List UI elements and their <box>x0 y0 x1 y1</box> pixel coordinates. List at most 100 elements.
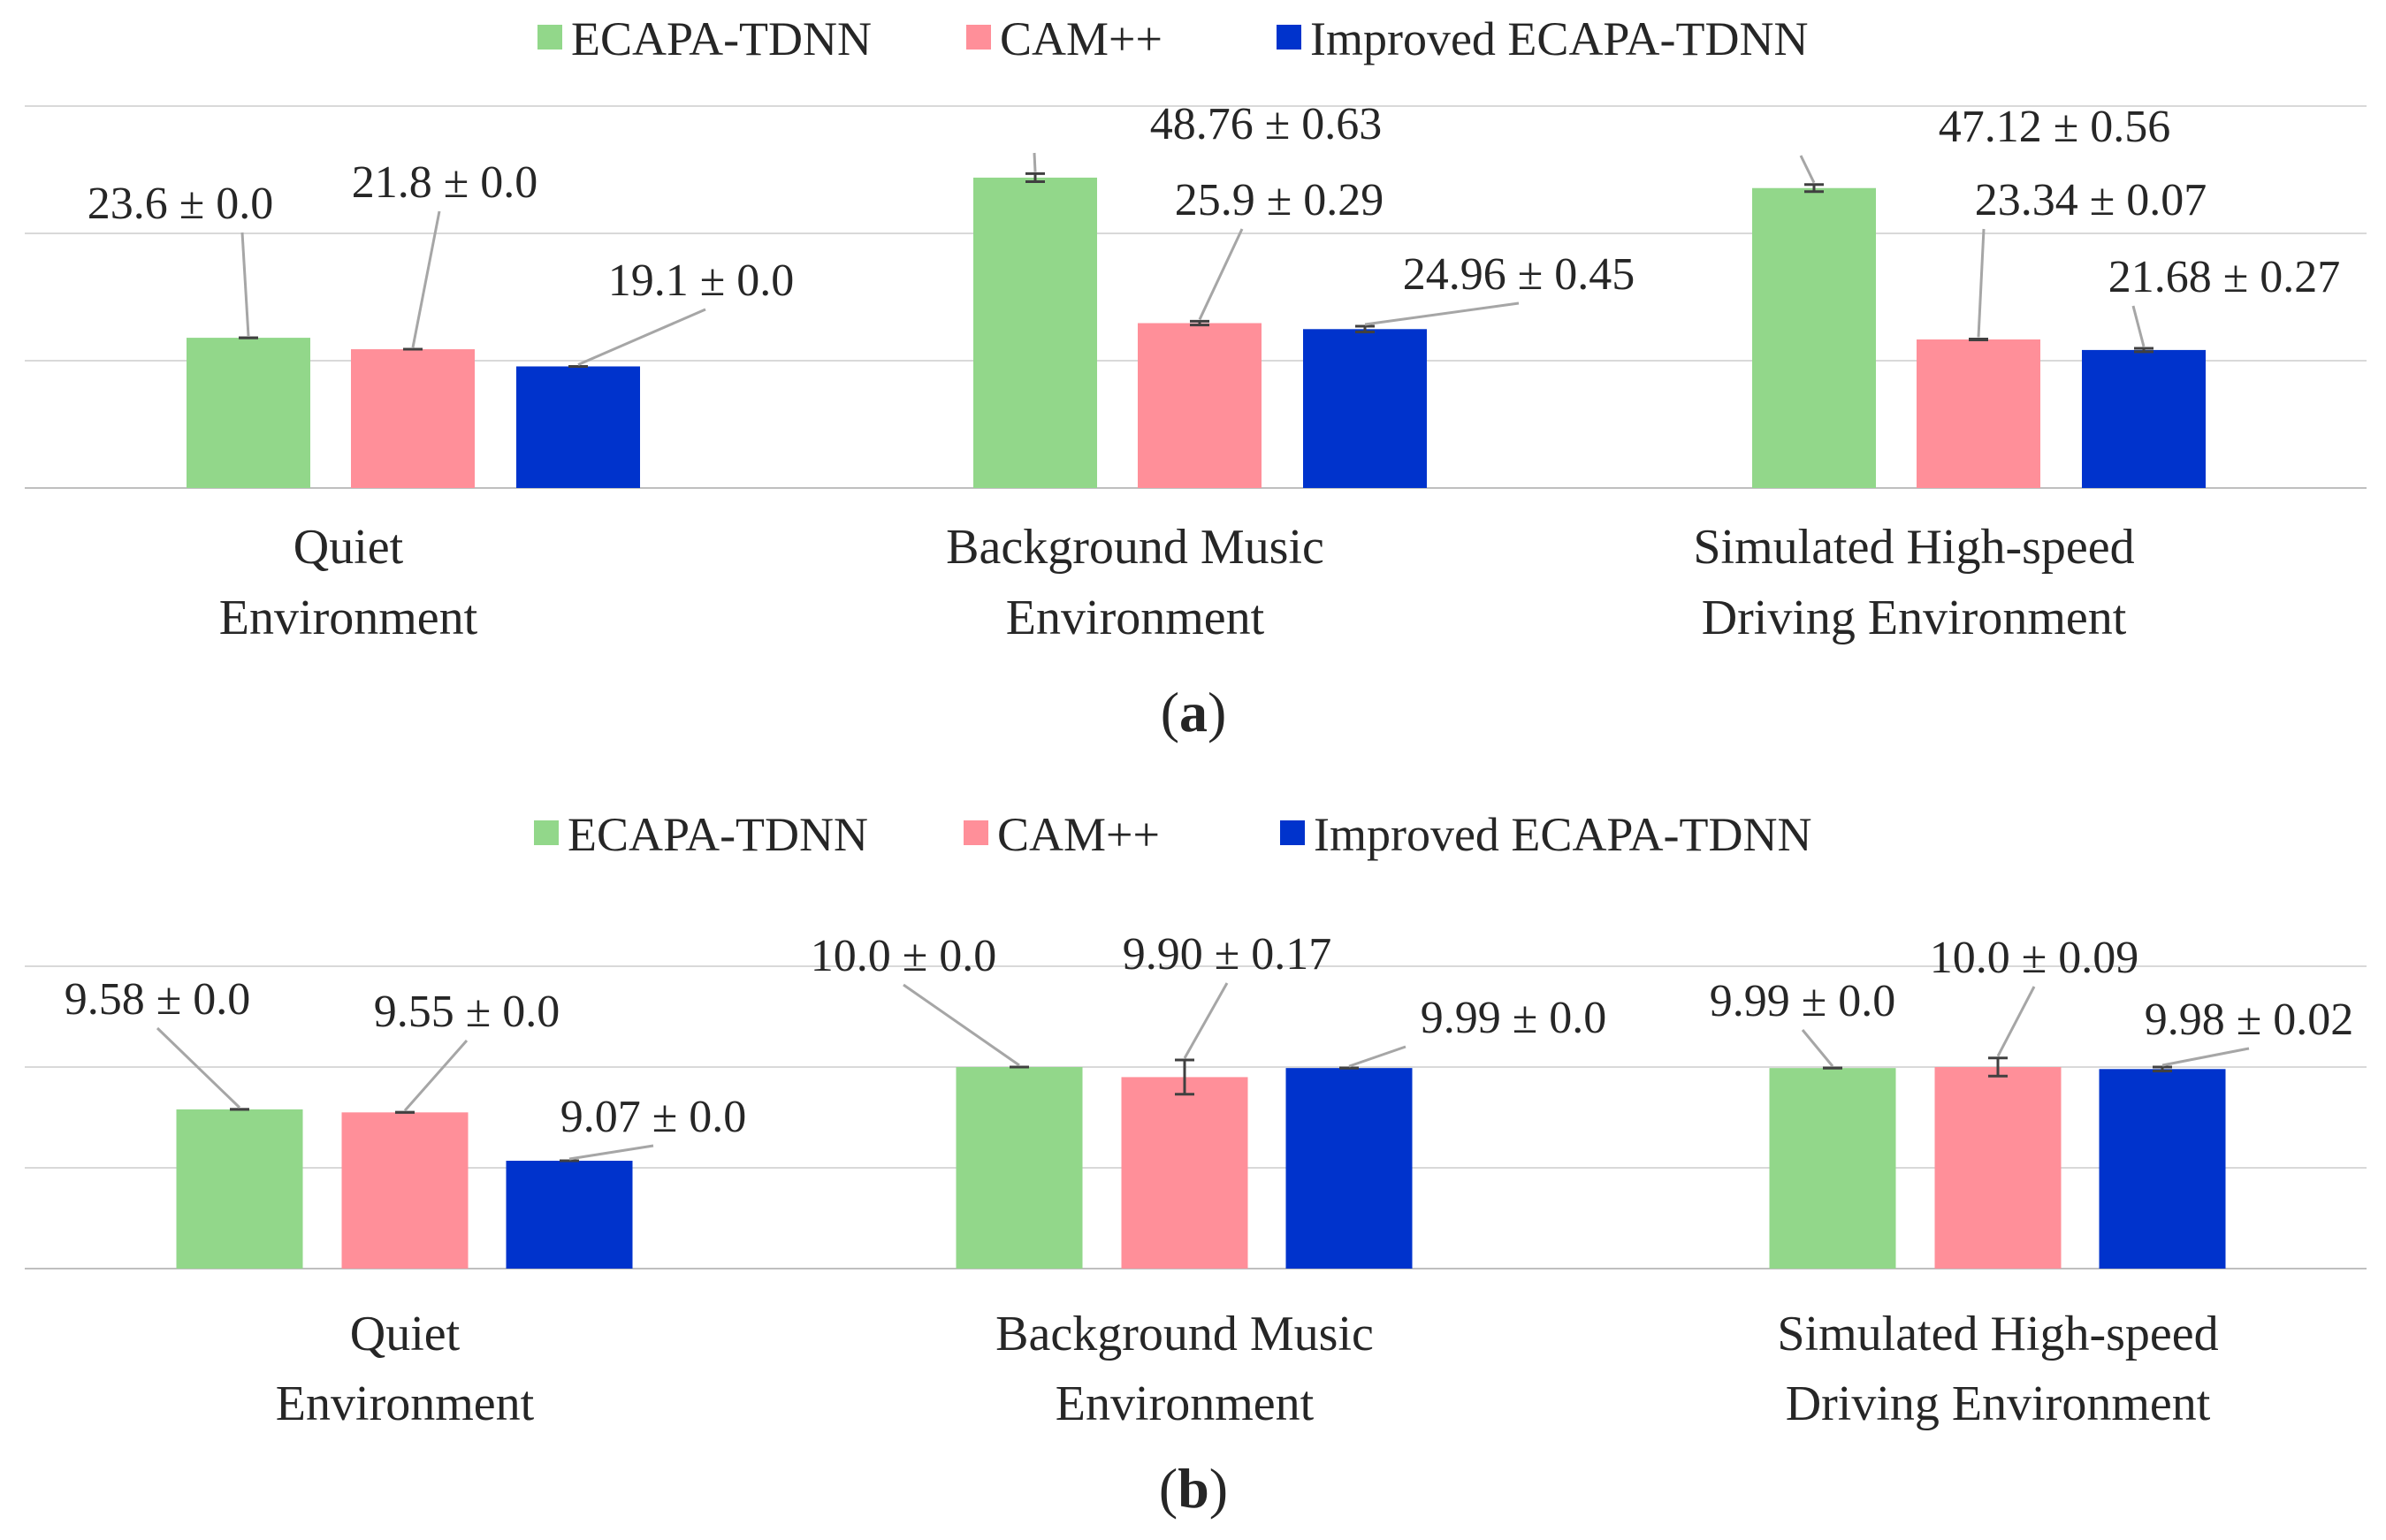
data-label-leader <box>568 1144 654 1161</box>
data-label-leader <box>240 232 250 337</box>
legend-item: Improved ECAPA-TDNN <box>1280 808 1811 861</box>
data-label: 23.6 ± 0.0 <box>88 179 274 229</box>
legend-item: CAM++ <box>964 808 1160 861</box>
category-label-line: Driving Environment <box>1786 1376 2211 1431</box>
bar <box>1917 339 2040 488</box>
data-label-leader <box>156 1026 241 1109</box>
category-label: Background Music Environment <box>995 1307 1374 1431</box>
category-label-line: Environment <box>1006 591 1265 645</box>
bar <box>2082 349 2206 488</box>
bar <box>341 1112 469 1269</box>
error-bar <box>1190 319 1209 327</box>
legend-label: CAM++ <box>1000 12 1163 65</box>
data-label-leader <box>577 308 706 366</box>
legend-label: CAM++ <box>997 808 1160 861</box>
legend-swatch <box>534 820 559 845</box>
bar <box>973 177 1097 489</box>
error-bar <box>1804 183 1824 194</box>
error-bar <box>1025 172 1045 183</box>
data-label-leader <box>2131 305 2146 347</box>
legend-item: CAM++ <box>966 12 1163 65</box>
legend-label: ECAPA-TDNN <box>571 12 872 65</box>
legend-swatch <box>966 25 991 50</box>
category-label-line: Driving Environment <box>1702 591 2127 645</box>
data-label-leader <box>1801 1029 1834 1068</box>
category-label-line: Background Music <box>995 1307 1374 1361</box>
legend-item: ECAPA-TDNN <box>534 808 868 861</box>
data-label-leader <box>2161 1047 2250 1067</box>
bar <box>956 1067 1083 1269</box>
bar <box>1138 323 1262 488</box>
chart-panel-b: ECAPA-TDNN CAM++ Improved ECAPA-TDNN 9.58 ±… <box>25 808 2367 1520</box>
error-bar <box>1988 1056 2008 1078</box>
data-label: 24.96 ± 0.45 <box>1403 249 1635 300</box>
data-label: 9.99 ± 0.0 <box>1710 976 1896 1026</box>
panel-caption: (a) <box>1161 681 1227 743</box>
data-label: 9.55 ± 0.0 <box>374 987 560 1037</box>
bar <box>1303 329 1427 488</box>
data-label: 47.12 ± 0.56 <box>1939 102 2171 152</box>
category-label-line: Environment <box>276 1376 535 1431</box>
data-label-leader <box>1364 301 1520 326</box>
category-label-line: Environment <box>1056 1376 1315 1431</box>
bar <box>1769 1068 1896 1269</box>
data-label: 9.99 ± 0.0 <box>1421 993 1607 1043</box>
data-label-leader <box>1183 982 1229 1059</box>
bar <box>516 366 640 488</box>
category-label-line: Simulated High-speed <box>1777 1307 2218 1361</box>
bar <box>1934 1067 2062 1269</box>
legend-label: Improved ECAPA-TDNN <box>1310 12 1808 65</box>
data-label: 23.34 ± 0.07 <box>1975 175 2207 225</box>
data-label-leader <box>411 210 441 348</box>
bar <box>1285 1068 1413 1269</box>
bar <box>351 349 475 488</box>
category-label: Background Music Environment <box>946 520 1324 645</box>
legend-item: Improved ECAPA-TDNN <box>1277 12 1808 65</box>
error-bar <box>2153 1065 2172 1073</box>
bar <box>1752 187 1876 488</box>
category-label-line: Quiet <box>293 520 404 575</box>
legend-swatch <box>1277 25 1301 50</box>
data-label: 48.76 ± 0.63 <box>1150 99 1383 149</box>
chart-panel-a: ECAPA-TDNN CAM++ Improved ECAPA-TDNN 23.6 ±… <box>25 12 2367 743</box>
data-label: 9.98 ± 0.02 <box>2145 995 2354 1045</box>
data-label: 25.9 ± 0.29 <box>1175 175 1384 225</box>
category-label-line: Background Music <box>946 520 1324 575</box>
legend-item: ECAPA-TDNN <box>537 12 872 65</box>
data-label-leader <box>403 1040 469 1112</box>
category-label: Simulated High-speed Driving Environment <box>1777 1307 2218 1431</box>
category-label-line: Environment <box>219 591 478 645</box>
error-bar <box>2134 347 2153 354</box>
data-label: 10.0 ± 0.0 <box>811 931 997 981</box>
legend-swatch <box>964 820 988 845</box>
bar <box>2099 1069 2226 1269</box>
legend-swatch <box>1280 820 1305 845</box>
data-label: 21.68 ± 0.27 <box>2108 252 2341 302</box>
category-label-line: Simulated High-speed <box>1693 520 2134 575</box>
legend-swatch <box>537 25 562 50</box>
category-label: Simulated High-speed Driving Environment <box>1693 520 2134 645</box>
error-bar <box>1175 1058 1194 1096</box>
data-label: 19.1 ± 0.0 <box>608 255 795 306</box>
bar <box>176 1109 303 1269</box>
data-label: 9.58 ± 0.0 <box>65 974 251 1025</box>
data-label: 9.07 ± 0.0 <box>560 1092 747 1142</box>
legend-label: ECAPA-TDNN <box>568 808 868 861</box>
data-label-leader <box>1033 152 1037 172</box>
category-label: Quiet Environment <box>219 520 478 645</box>
data-label-leader <box>1348 1045 1406 1068</box>
data-label: 21.8 ± 0.0 <box>352 157 538 208</box>
data-label-leader <box>1198 228 1244 321</box>
data-label: 9.90 ± 0.17 <box>1123 929 1332 980</box>
data-label-leader <box>1977 228 1986 338</box>
bar <box>506 1161 633 1269</box>
panel-caption: (b) <box>1159 1457 1228 1520</box>
data-label-leader <box>903 983 1020 1067</box>
data-label: 10.0 ± 0.09 <box>1930 933 2139 983</box>
category-label-line: Quiet <box>350 1307 461 1361</box>
data-label-leader <box>1996 986 2036 1057</box>
bar <box>187 338 310 488</box>
error-bar <box>1355 324 1375 334</box>
bar <box>1121 1077 1248 1269</box>
